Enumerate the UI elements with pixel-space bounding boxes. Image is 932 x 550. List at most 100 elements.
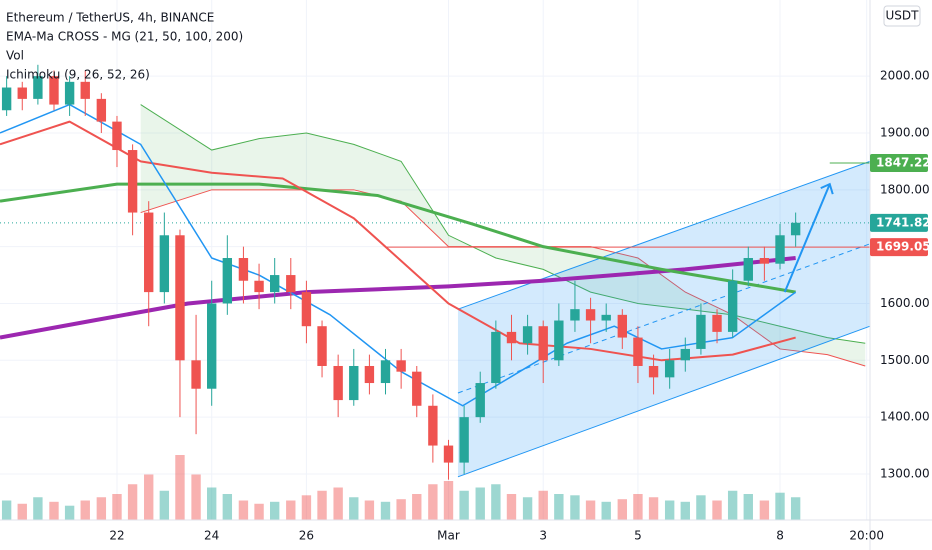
volume-bar — [585, 500, 596, 520]
volume-bar — [238, 500, 249, 520]
candle-body — [491, 331, 501, 384]
candle-body — [238, 258, 249, 281]
candle-body — [775, 235, 785, 264]
candle-body — [33, 76, 43, 99]
volume-bar — [254, 503, 264, 520]
candle-body — [254, 280, 264, 293]
arrow-head — [820, 182, 834, 195]
candle-body — [601, 314, 611, 321]
y-tick-label: 1400.00 — [880, 410, 930, 424]
price-tag — [870, 238, 928, 257]
ichimoku-cloud — [140, 104, 866, 366]
candle-body — [286, 275, 296, 293]
volume-bar — [333, 487, 343, 520]
volume-bar — [538, 490, 548, 520]
candle-body — [380, 360, 391, 384]
volume-bar — [64, 505, 75, 520]
volume-bar — [222, 494, 233, 520]
x-tick-label: 5 — [634, 529, 642, 543]
cloud-span-b — [140, 189, 866, 367]
volume-bar — [207, 487, 217, 520]
volume-bar — [127, 484, 138, 520]
price-tag — [870, 153, 928, 172]
volume-bar — [491, 484, 501, 520]
volume-bar — [175, 455, 185, 520]
currency-button[interactable] — [883, 5, 921, 27]
indicator-label: Ichimoku (9, 26, 52, 26) — [6, 68, 150, 82]
candle-body — [506, 331, 517, 344]
volume-bar — [680, 501, 690, 520]
volume-bar — [380, 501, 391, 520]
candle-body — [759, 258, 770, 264]
volume-bar — [269, 501, 280, 520]
volume-bar — [601, 501, 611, 520]
candle-body — [648, 365, 659, 378]
volume-bar — [617, 499, 627, 520]
volume-bar — [317, 490, 327, 520]
candle-body — [790, 222, 801, 236]
channel-lower — [457, 325, 871, 478]
currency-label: USDT — [886, 9, 920, 23]
volume-bar — [428, 484, 438, 520]
y-tick-label: 1300.00 — [880, 466, 930, 480]
x-tick-label: 20:00 — [849, 529, 884, 543]
volume-bar — [790, 497, 801, 520]
candle-body — [459, 417, 469, 463]
candle-body — [317, 326, 327, 366]
volume-bar — [696, 495, 706, 520]
candle-body — [743, 258, 753, 281]
candle-body — [112, 121, 122, 151]
candle-body — [333, 365, 343, 401]
x-tick-label: 26 — [299, 529, 314, 543]
candle-body — [538, 326, 548, 361]
price-tag-label: 1699.05 — [876, 240, 931, 254]
candle-body — [127, 150, 138, 213]
candle-body — [64, 81, 75, 105]
candle-body — [475, 383, 485, 418]
price-tag-label: 1847.22 — [876, 155, 931, 169]
x-tick-label: 8 — [776, 529, 784, 543]
candle-body — [207, 303, 217, 389]
candle-body — [554, 320, 564, 361]
volume-bar — [396, 499, 406, 520]
volume-bar — [191, 474, 201, 520]
x-tick-label: Mar — [437, 529, 460, 543]
candle-body — [712, 314, 722, 332]
volume-bar — [775, 492, 785, 520]
volume-bar — [412, 494, 422, 520]
candle-body — [396, 360, 406, 372]
volume-bar — [159, 490, 170, 520]
candle-body — [585, 309, 596, 321]
candle-body — [159, 235, 170, 293]
candle-body — [522, 326, 533, 344]
volume-bar — [364, 500, 375, 520]
y-tick-label: 1800.00 — [880, 182, 930, 196]
candle-body — [617, 314, 627, 338]
volume-bar — [1, 500, 12, 520]
volume-bar — [349, 497, 359, 520]
channel-upper — [457, 160, 871, 310]
volume-bar — [112, 494, 122, 520]
candle-body — [175, 235, 185, 361]
candle-body — [680, 348, 690, 361]
candle-body — [96, 98, 107, 122]
volume-bar — [570, 495, 580, 520]
y-tick-label: 1500.00 — [880, 353, 930, 367]
candle-body — [144, 212, 154, 293]
candle-body — [570, 309, 580, 321]
volume-bar — [96, 497, 107, 520]
ema-line — [0, 103, 797, 407]
candle-body — [80, 81, 90, 99]
volume-bar — [712, 500, 722, 520]
volume-bar — [648, 497, 659, 520]
ema-line — [0, 182, 796, 294]
volume-bar — [301, 495, 312, 520]
volume-bar — [144, 474, 154, 520]
volume-bar — [80, 500, 90, 520]
candle-body — [428, 405, 438, 446]
volume-bar — [743, 494, 753, 520]
volume-bar — [633, 494, 643, 520]
x-tick-label: 24 — [204, 529, 219, 543]
volume-bar — [33, 497, 43, 520]
candle-body — [633, 337, 643, 366]
